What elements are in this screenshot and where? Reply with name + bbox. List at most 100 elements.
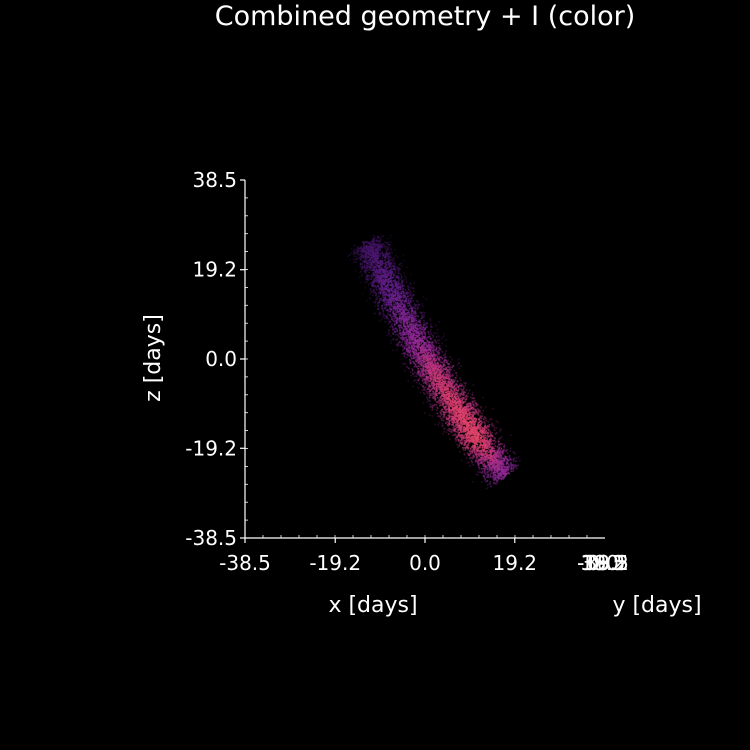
- data-point: [460, 431, 462, 433]
- data-point: [468, 402, 471, 404]
- data-point: [457, 439, 460, 441]
- data-point: [362, 241, 364, 244]
- data-point: [449, 401, 452, 404]
- data-point: [361, 267, 363, 270]
- data-point: [466, 439, 468, 441]
- data-point: [479, 415, 481, 417]
- data-point: [484, 416, 487, 419]
- data-point: [512, 467, 515, 469]
- data-point: [389, 272, 392, 274]
- data-point: [422, 385, 425, 388]
- data-point: [470, 450, 472, 453]
- data-point: [408, 315, 411, 318]
- data-point: [495, 427, 498, 429]
- data-point: [382, 283, 385, 285]
- data-point: [468, 454, 470, 456]
- data-point: [403, 306, 405, 309]
- data-point: [435, 364, 437, 366]
- data-point: [442, 415, 444, 418]
- data-point: [445, 401, 447, 404]
- data-point: [392, 315, 395, 318]
- data-point: [490, 463, 492, 466]
- data-point: [387, 301, 390, 304]
- data-point: [397, 334, 399, 336]
- data-point: [448, 363, 450, 365]
- data-point: [488, 426, 490, 428]
- data-point: [412, 293, 414, 296]
- data-point: [447, 394, 450, 396]
- data-point: [459, 377, 461, 379]
- data-point: [476, 443, 478, 445]
- data-point: [484, 432, 487, 435]
- data-point: [481, 456, 483, 459]
- data-point: [391, 295, 393, 297]
- data-point: [417, 325, 419, 327]
- data-point: [375, 271, 377, 274]
- data-point: [394, 309, 397, 312]
- data-point: [418, 357, 420, 360]
- data-point: [410, 287, 412, 289]
- data-point: [432, 334, 434, 337]
- data-point: [394, 312, 396, 315]
- data-point: [477, 409, 479, 412]
- data-point: [497, 479, 499, 481]
- data-point: [497, 472, 499, 474]
- data-point: [436, 332, 438, 335]
- data-point: [418, 378, 421, 380]
- data-point: [491, 439, 494, 442]
- data-point: [463, 382, 465, 384]
- data-point: [360, 257, 362, 260]
- data-point: [469, 454, 471, 456]
- data-point: [394, 262, 396, 265]
- data-point: [494, 467, 496, 469]
- data-point: [430, 366, 433, 369]
- data-point: [422, 305, 424, 308]
- data-point: [398, 341, 400, 343]
- data-point: [431, 348, 433, 350]
- data-point: [430, 333, 432, 335]
- data-point: [458, 408, 460, 410]
- data-point: [384, 262, 387, 264]
- data-point: [411, 329, 413, 331]
- data-point: [410, 283, 412, 285]
- data-point: [386, 241, 389, 244]
- data-point: [481, 421, 483, 423]
- data-point: [408, 321, 411, 323]
- data-point: [444, 356, 447, 359]
- data-point: [489, 451, 491, 453]
- data-point: [480, 426, 483, 428]
- data-point: [444, 381, 446, 384]
- data-point: [407, 346, 410, 349]
- data-point: [421, 349, 424, 351]
- data-point: [445, 400, 447, 403]
- data-point: [502, 464, 504, 467]
- data-point: [419, 360, 422, 362]
- data-point: [478, 464, 480, 466]
- data-point: [430, 382, 433, 384]
- data-point: [434, 423, 436, 426]
- data-point: [423, 363, 425, 366]
- data-point: [447, 376, 450, 378]
- data-point: [378, 248, 381, 251]
- data-point: [468, 457, 471, 460]
- data-point: [424, 312, 427, 314]
- data-point: [499, 456, 501, 458]
- data-point: [435, 341, 438, 344]
- data-point: [481, 449, 484, 451]
- data-point: [422, 349, 425, 352]
- data-point: [474, 402, 477, 404]
- data-point: [369, 259, 371, 261]
- data-point: [436, 346, 438, 349]
- data-point: [405, 343, 408, 345]
- data-point: [400, 313, 403, 315]
- data-point: [512, 460, 515, 463]
- data-point: [467, 434, 469, 436]
- data-point: [445, 418, 448, 420]
- data-point: [420, 361, 423, 363]
- data-point: [417, 365, 420, 367]
- data-point: [411, 345, 413, 348]
- data-point: [403, 259, 405, 262]
- data-point: [420, 312, 423, 314]
- data-point: [473, 423, 475, 425]
- data-point: [401, 283, 404, 286]
